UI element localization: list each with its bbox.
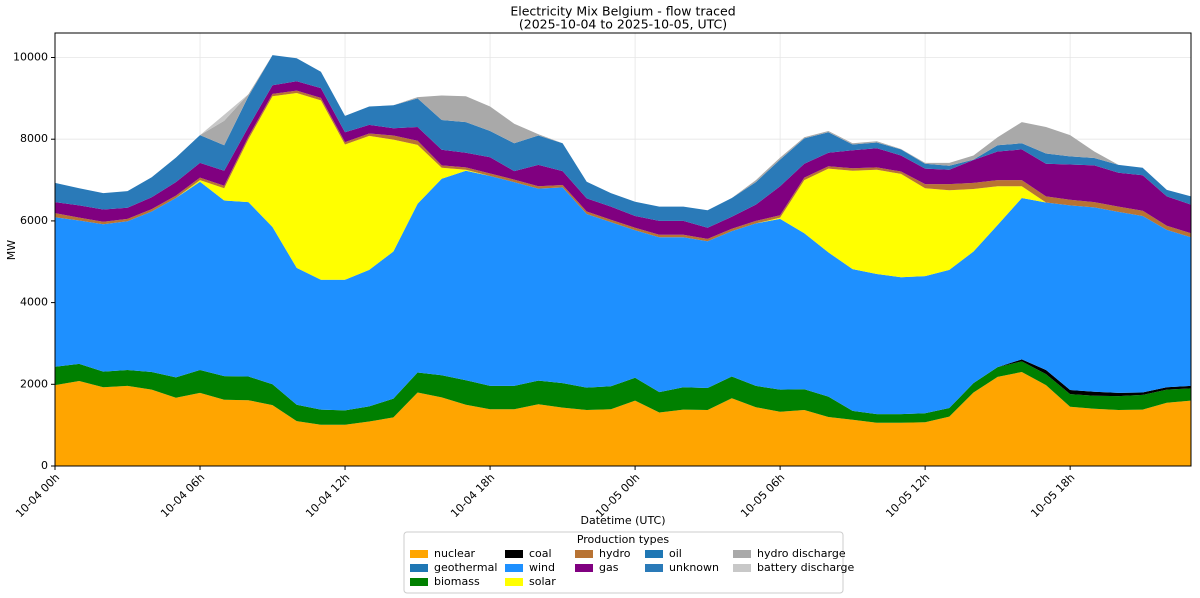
legend-label: hydro discharge bbox=[757, 547, 846, 560]
y-tick-label: 2000 bbox=[20, 377, 48, 390]
axes-frame bbox=[54, 32, 1192, 467]
legend-label: unknown bbox=[669, 561, 719, 574]
legend-label: oil bbox=[669, 547, 682, 560]
legend-label: geothermal bbox=[434, 561, 497, 574]
area bbox=[55, 93, 1191, 280]
legend-label: hydro bbox=[599, 547, 631, 560]
y-tick-label: 8000 bbox=[20, 132, 48, 145]
y-tick-label: 0 bbox=[41, 459, 48, 472]
y-tick-label: 10000 bbox=[13, 51, 48, 64]
x-axis-label: Datetime (UTC) bbox=[580, 514, 665, 527]
legend-label: biomass bbox=[434, 575, 480, 588]
legend-label: wind bbox=[529, 561, 555, 574]
area bbox=[55, 361, 1191, 425]
legend-label: gas bbox=[599, 561, 619, 574]
legend-swatch bbox=[505, 564, 523, 572]
legend-swatch bbox=[733, 564, 751, 572]
legend-swatch bbox=[410, 550, 428, 558]
chart-subtitle: (2025-10-04 to 2025-10-05, UTC) bbox=[519, 17, 727, 32]
legend-swatch bbox=[505, 550, 523, 558]
y-axis-label: MW bbox=[5, 240, 18, 260]
legend-swatch bbox=[575, 550, 593, 558]
area bbox=[55, 372, 1191, 466]
legend-swatch bbox=[575, 564, 593, 572]
legend-swatch bbox=[505, 578, 523, 586]
legend-label: coal bbox=[529, 547, 552, 560]
y-tick-label: 4000 bbox=[20, 296, 48, 309]
y-tick-label: 6000 bbox=[20, 214, 48, 227]
legend-label: nuclear bbox=[434, 547, 476, 560]
legend-title: Production types bbox=[577, 533, 670, 546]
legend-box bbox=[403, 531, 844, 594]
legend-swatch bbox=[410, 564, 428, 572]
legend-swatch bbox=[645, 564, 663, 572]
legend-swatch bbox=[645, 550, 663, 558]
chart-title: Electricity Mix Belgium - flow traced bbox=[510, 4, 735, 19]
area bbox=[55, 170, 1191, 415]
legend-label: solar bbox=[529, 575, 556, 588]
legend-swatch bbox=[410, 578, 428, 586]
legend-label: battery discharge bbox=[757, 561, 854, 574]
legend-swatch bbox=[733, 550, 751, 558]
